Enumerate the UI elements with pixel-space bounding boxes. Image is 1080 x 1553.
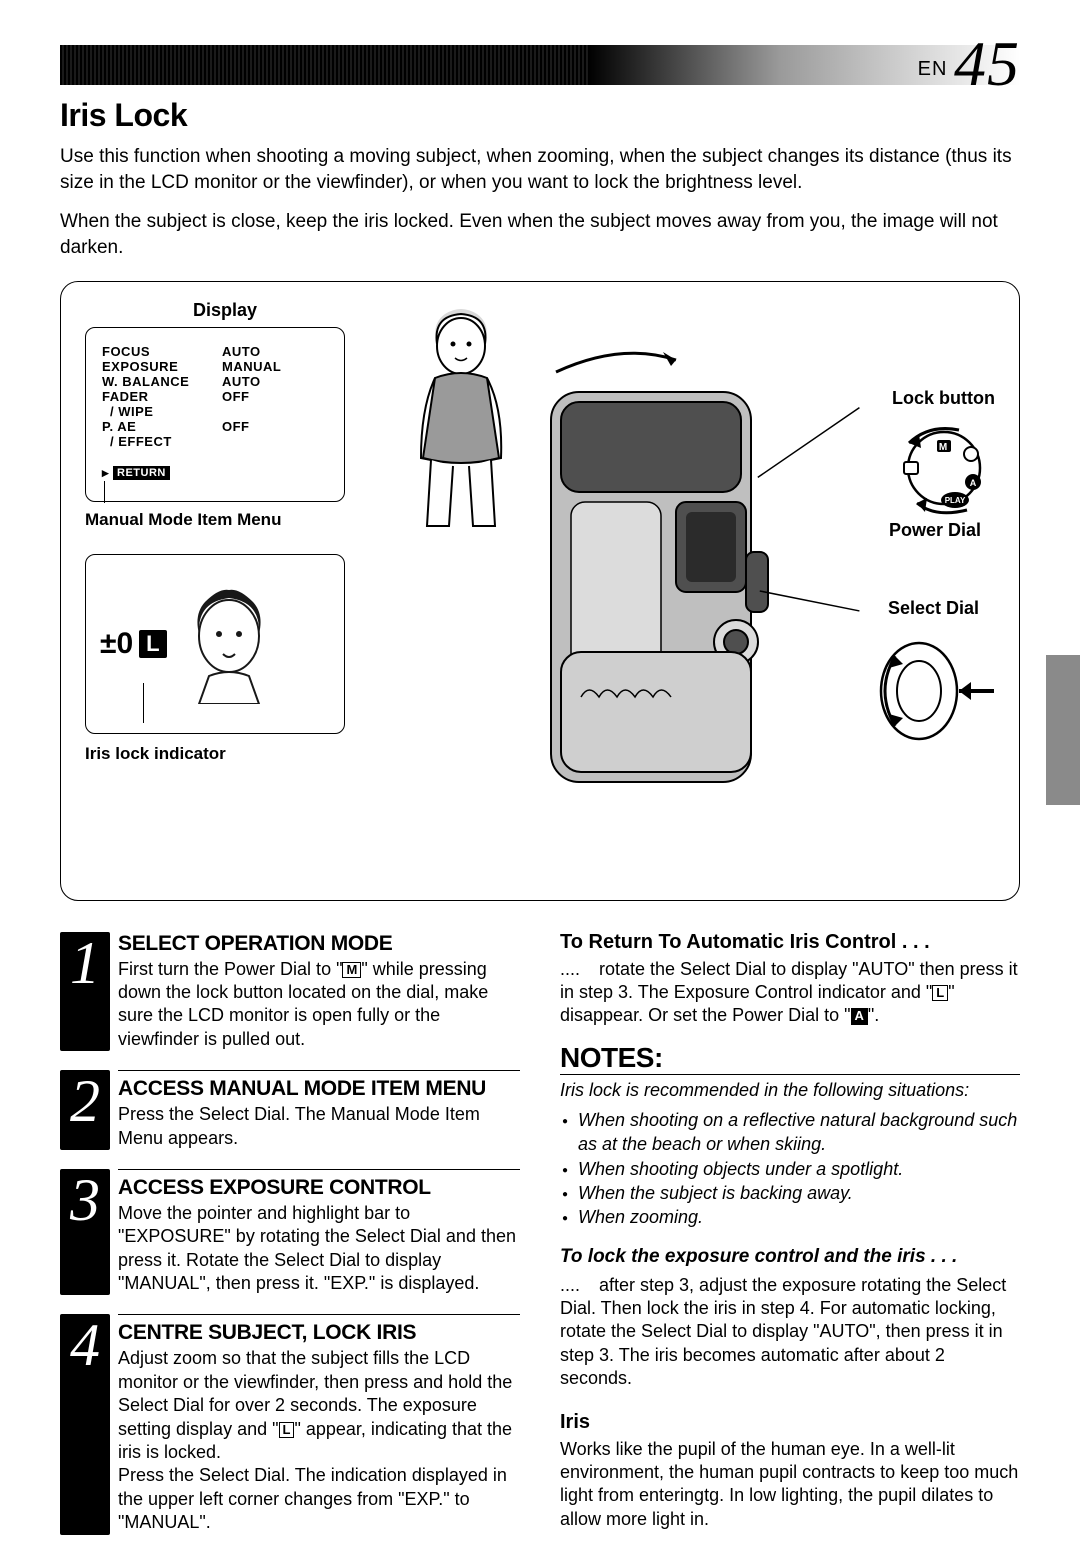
- notes-list: When shooting on a reflective natural ba…: [560, 1108, 1020, 1229]
- intro-p2: When the subject is close, keep the iris…: [60, 209, 1020, 260]
- notes-intro: Iris lock is recommended in the followin…: [560, 1079, 1020, 1102]
- return-auto-heading: To Return To Automatic Iris Control . . …: [560, 931, 1020, 954]
- lock-button-label: Lock button: [892, 388, 995, 409]
- step-1: 1 SELECT OPERATION MODE First turn the P…: [60, 931, 520, 1052]
- L-lock-icon: L: [279, 1422, 295, 1438]
- L-lock-icon: L: [932, 985, 948, 1001]
- A-auto-icon: A: [851, 1008, 868, 1024]
- intro-block: Use this function when shooting a moving…: [60, 144, 1020, 261]
- exposure-value: ±0: [100, 627, 133, 661]
- subject-face-sketch: [179, 584, 279, 704]
- step-2: 2 ACCESS MANUAL MODE ITEM MENU Press the…: [60, 1069, 520, 1150]
- display-label: Display: [85, 300, 365, 321]
- return-row: ▸ RETURN: [102, 465, 328, 481]
- iris-lock-display-box: ±0 L: [85, 554, 345, 734]
- indicator-pointer-line: [143, 683, 144, 723]
- iris-def-heading: Iris: [560, 1411, 1020, 1434]
- select-dial-icon: [859, 626, 999, 756]
- figure-panel: Display FOCUSAUTO EXPOSUREMANUAL W. BALA…: [60, 281, 1020, 901]
- content-columns: 1 SELECT OPERATION MODE First turn the P…: [60, 931, 1020, 1553]
- page-side-tab: [1046, 655, 1080, 805]
- select-dial-label: Select Dial: [888, 598, 979, 619]
- step-number: 1: [60, 932, 110, 1052]
- iris-lock-L-icon: L: [139, 630, 166, 658]
- page-number: EN 45: [918, 27, 1020, 101]
- page-lang-prefix: EN: [918, 58, 948, 80]
- return-label: RETURN: [113, 466, 170, 480]
- step-title: ACCESS MANUAL MODE ITEM MENU: [118, 1077, 520, 1101]
- step-text: Adjust zoom so that the subject fills th…: [118, 1347, 520, 1534]
- header-gradient-bar: EN 45: [60, 45, 1020, 85]
- step-text: Press the Select Dial. The Manual Mode I…: [118, 1103, 520, 1150]
- pointer-icon: ▸: [102, 465, 109, 481]
- lock-both-text: .... after step 3, adjust the exposure r…: [560, 1274, 1020, 1391]
- step-number: 4: [60, 1314, 110, 1534]
- step-text: First turn the Power Dial to "M" while p…: [118, 958, 520, 1052]
- section-title: Iris Lock: [60, 97, 1020, 134]
- step-3: 3 ACCESS EXPOSURE CONTROL Move the point…: [60, 1168, 520, 1296]
- step-title: CENTRE SUBJECT, LOCK IRIS: [118, 1321, 520, 1345]
- power-dial-label: Power Dial: [889, 520, 981, 541]
- svg-text:A: A: [970, 478, 977, 488]
- return-auto-text: .... rotate the Select Dial to display "…: [560, 958, 1020, 1028]
- camcorder-illustration: [511, 352, 811, 832]
- step-number: 2: [60, 1070, 110, 1150]
- svg-text:PLAY: PLAY: [945, 496, 966, 505]
- right-column: To Return To Automatic Iris Control . . …: [560, 931, 1020, 1553]
- display-pointer-line: [104, 481, 105, 503]
- step-4: 4 CENTRE SUBJECT, LOCK IRIS Adjust zoom …: [60, 1313, 520, 1534]
- svg-text:M: M: [939, 442, 947, 453]
- menu-rows: FOCUSAUTO EXPOSUREMANUAL W. BALANCEAUTO …: [102, 344, 328, 449]
- left-column: 1 SELECT OPERATION MODE First turn the P…: [60, 931, 520, 1553]
- display-menu-box: FOCUSAUTO EXPOSUREMANUAL W. BALANCEAUTO …: [85, 327, 345, 502]
- M-mode-icon: M: [342, 962, 361, 978]
- list-item: When shooting on a reflective natural ba…: [562, 1108, 1020, 1157]
- iris-lock-indicator-label: Iris lock indicator: [85, 744, 365, 764]
- step-number: 3: [60, 1169, 110, 1296]
- manual-mode-menu-label: Manual Mode Item Menu: [85, 510, 365, 530]
- list-item: When the subject is backing away.: [562, 1181, 1020, 1205]
- step-title: SELECT OPERATION MODE: [118, 932, 520, 956]
- intro-p1: Use this function when shooting a moving…: [60, 144, 1020, 195]
- list-item: When zooming.: [562, 1205, 1020, 1229]
- notes-heading: NOTES:: [560, 1042, 1020, 1075]
- power-dial-icon: M A PLAY: [869, 418, 999, 518]
- page-number-value: 45: [954, 28, 1020, 99]
- iris-def-text: Works like the pupil of the human eye. I…: [560, 1438, 1020, 1532]
- step-title: ACCESS EXPOSURE CONTROL: [118, 1176, 520, 1200]
- lock-both-heading: To lock the exposure control and the iri…: [560, 1246, 1020, 1268]
- list-item: When shooting objects under a spotlight.: [562, 1157, 1020, 1181]
- step-text: Move the pointer and highlight bar to "E…: [118, 1202, 520, 1296]
